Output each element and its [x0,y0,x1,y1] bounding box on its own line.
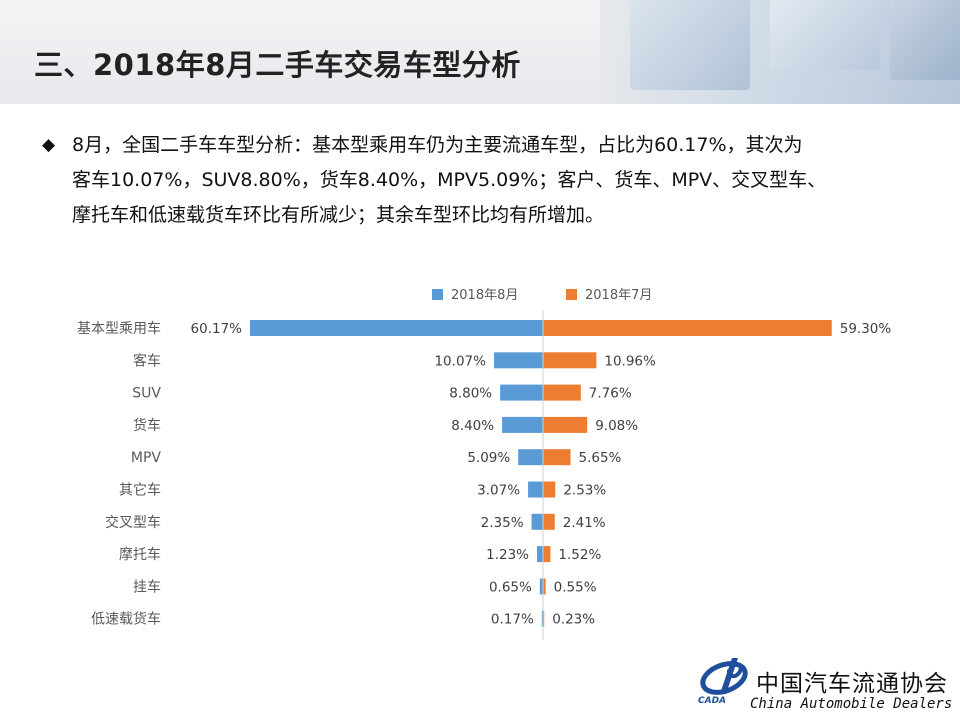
diamond-bullet-icon: ◆ [42,135,56,155]
category-label: 其它车 [119,482,161,499]
data-label-jul: 5.65% [579,450,622,466]
logo-mark-text: CADA [698,696,727,706]
bar-aug [539,578,543,595]
header-decoration [600,0,960,104]
legend-label-aug: 2018年8月 [451,288,518,303]
bar-jul [543,546,551,563]
data-label-aug: 8.80% [449,386,492,402]
decor-cube [630,0,750,90]
decor-cube [770,0,880,70]
category-label: 交叉型车 [105,514,161,531]
data-label-aug: 5.09% [467,450,510,466]
data-label-jul: 2.41% [563,515,606,531]
data-label-aug: 3.07% [477,483,520,499]
bullet-line: 摩托车和低速载货车环比有所减少；其余车型环比均有所增加。 [72,204,605,226]
data-label-jul: 1.52% [558,547,601,563]
data-label-jul: 0.23% [552,612,595,628]
category-label: 摩托车 [119,546,161,563]
data-label-jul: 10.96% [604,353,656,369]
bullet-text: 8月，全国二手车车型分析：基本型乘用车仍为主要流通车型，占比为60.17%，其次… [72,128,922,233]
data-label-aug: 60.17% [191,321,243,337]
legend-swatch-aug [432,289,443,300]
bar-aug [531,513,543,530]
bar-jul [543,449,571,466]
bar-aug [250,320,543,336]
data-label-aug: 0.17% [491,612,534,628]
bar-aug [493,352,543,369]
data-label-aug: 1.23% [486,547,529,563]
bar-aug [528,481,543,498]
data-label-aug: 8.40% [451,418,494,434]
data-label-aug: 0.65% [489,579,532,595]
bar-aug [537,546,543,563]
category-label: MPV [131,450,162,466]
category-label: 货车 [133,417,161,434]
decor-cube [890,0,960,80]
page-title: 三、2018年8月二手车交易车型分析 [34,48,521,82]
data-label-jul: 59.30% [840,321,892,337]
cada-logo-mark-icon [700,658,748,695]
bar-aug [541,610,543,627]
bar-aug [502,416,543,433]
bullet-line: 8月，全国二手车车型分析：基本型乘用车仍为主要流通车型，占比为60.17%，其次… [72,134,803,156]
category-label: 基本型乘用车 [77,320,161,337]
legend-swatch-jul [566,289,577,300]
logo-name-en: China Automobile Dealers [750,696,953,712]
bar-aug [500,384,543,401]
data-label-aug: 2.35% [481,515,524,531]
bar-aug [518,449,543,466]
data-label-jul: 9.08% [595,418,638,434]
legend-label-jul: 2018年7月 [585,288,652,303]
bar-jul [543,610,545,627]
category-label: 客车 [133,352,161,369]
bar-jul [543,513,555,530]
summary-bullet: ◆ 8月，全国二手车车型分析：基本型乘用车仍为主要流通车型，占比为60.17%，… [42,128,922,233]
category-label: 低速载货车 [91,611,161,628]
data-label-aug: 10.07% [434,353,486,369]
bar-jul [543,352,597,369]
bullet-line: 客车10.07%，SUV8.80%，货车8.40%，MPV5.09%；客户、货车… [72,169,827,191]
bar-jul [543,320,832,336]
category-label: SUV [132,386,161,402]
bar-jul [543,481,556,498]
data-label-jul: 0.55% [554,579,597,595]
header-banner: 三、2018年8月二手车交易车型分析 [0,0,960,104]
cada-logo: CADA 中国汽车流通协会 China Automobile Dealers [694,652,956,716]
logo-name-cn: 中国汽车流通协会 [756,671,948,697]
data-label-jul: 2.53% [563,483,606,499]
category-label: 挂车 [133,578,161,595]
bar-jul [543,578,546,595]
data-label-jul: 7.76% [589,386,632,402]
bar-jul [543,416,588,433]
bar-jul [543,384,581,401]
